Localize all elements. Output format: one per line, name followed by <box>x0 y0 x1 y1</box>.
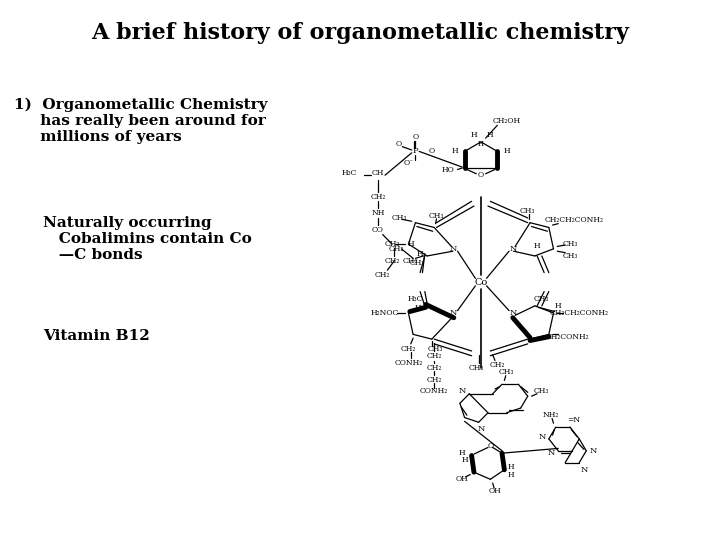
Text: O: O <box>413 133 418 141</box>
Text: H: H <box>415 304 421 312</box>
Text: CH₃: CH₃ <box>469 363 484 372</box>
Text: 1)  Organometallic Chemistry
     has really been around for
     millions of ye: 1) Organometallic Chemistry has really b… <box>14 97 268 144</box>
Text: N: N <box>547 449 555 457</box>
Text: H₃C: H₃C <box>341 169 357 177</box>
Text: NH₂: NH₂ <box>543 411 559 419</box>
Text: H: H <box>478 140 484 148</box>
Text: H: H <box>503 147 510 156</box>
Text: CH₂: CH₂ <box>384 240 400 248</box>
Text: CH₂: CH₂ <box>384 256 400 265</box>
Text: H: H <box>508 463 515 471</box>
Text: Co: Co <box>474 278 487 287</box>
Text: O: O <box>396 140 402 148</box>
Text: H: H <box>555 302 562 310</box>
Text: N: N <box>580 466 588 474</box>
Text: CONH₂: CONH₂ <box>420 387 449 395</box>
Text: H₂NOC: H₂NOC <box>371 309 399 317</box>
Text: N: N <box>510 309 518 317</box>
Text: CONH₂: CONH₂ <box>395 359 423 367</box>
Text: N: N <box>459 387 466 395</box>
Text: CO: CO <box>372 226 384 234</box>
Text: CH₃: CH₃ <box>534 387 549 395</box>
Text: N: N <box>510 245 518 253</box>
Text: N: N <box>590 447 597 455</box>
Text: =N: =N <box>567 416 580 424</box>
Text: O: O <box>487 442 493 450</box>
Text: CH₂: CH₂ <box>370 193 386 200</box>
Text: N: N <box>538 433 546 441</box>
Text: P: P <box>413 147 418 156</box>
Text: CH₂: CH₂ <box>426 375 442 383</box>
Text: N: N <box>449 309 456 317</box>
Text: CH₂CH₂CONH₂: CH₂CH₂CONH₂ <box>545 217 604 224</box>
Text: CH₂: CH₂ <box>426 352 442 360</box>
Text: CH₂OH: CH₂OH <box>492 117 521 125</box>
Text: NH: NH <box>372 209 384 217</box>
Text: CH₂CH₂CONH₂: CH₂CH₂CONH₂ <box>550 309 608 317</box>
Text: H: H <box>459 449 466 457</box>
Text: OH: OH <box>489 487 501 495</box>
Text: A brief history of organometallic chemistry: A brief history of organometallic chemis… <box>91 22 629 44</box>
Text: O: O <box>478 171 484 179</box>
Text: OH: OH <box>456 475 469 483</box>
Text: CH₂: CH₂ <box>375 271 390 279</box>
Text: H: H <box>508 470 515 478</box>
Text: H: H <box>417 249 423 258</box>
Text: N: N <box>449 245 456 253</box>
Text: Naturally occurring
   Cobalimins contain Co
   —C bonds: Naturally occurring Cobalimins contain C… <box>43 216 252 262</box>
Text: CH₂: CH₂ <box>389 245 405 253</box>
Text: H: H <box>471 131 477 139</box>
Text: CH₂CONH₂: CH₂CONH₂ <box>546 333 590 341</box>
Text: N: N <box>477 426 485 434</box>
Text: CH₃: CH₃ <box>520 207 536 215</box>
Text: CH₂: CH₂ <box>490 361 505 369</box>
Text: Vitamin B12: Vitamin B12 <box>43 329 150 343</box>
Text: CH₃: CH₃ <box>429 212 444 220</box>
Text: CH₃: CH₃ <box>534 295 549 303</box>
Text: CH₃: CH₃ <box>562 240 577 248</box>
Text: CH₃: CH₃ <box>562 252 577 260</box>
Text: H₃C: H₃C <box>408 295 423 303</box>
Text: CH₃: CH₃ <box>403 256 418 265</box>
Text: CH₂: CH₂ <box>410 259 426 267</box>
Text: CH₃: CH₃ <box>427 345 443 353</box>
Text: CH₂: CH₂ <box>401 345 416 353</box>
Text: H: H <box>452 147 459 156</box>
Text: O: O <box>428 147 435 156</box>
Text: CH: CH <box>372 169 384 177</box>
Text: H: H <box>462 456 468 464</box>
Text: HO: HO <box>442 166 454 174</box>
Text: H: H <box>487 131 494 139</box>
Text: CH₃: CH₃ <box>499 368 514 376</box>
Text: CH₂: CH₂ <box>426 363 442 372</box>
Text: H: H <box>408 240 414 248</box>
Text: H: H <box>534 242 541 251</box>
Text: O⁻: O⁻ <box>403 159 413 167</box>
Text: CH₃: CH₃ <box>392 214 407 222</box>
